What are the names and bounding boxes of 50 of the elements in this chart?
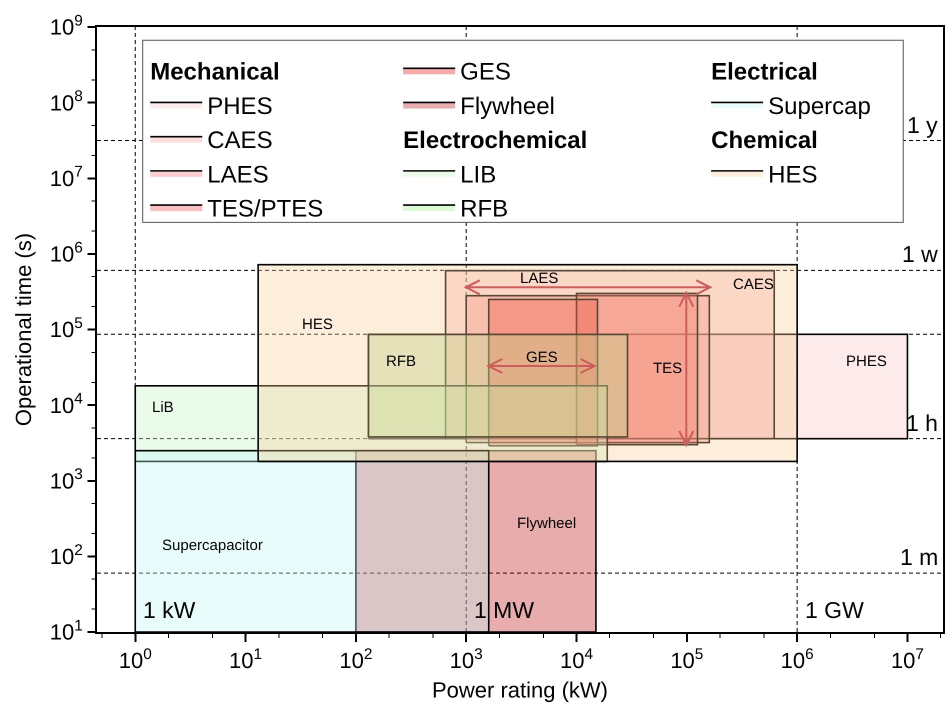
legend-label: HES [768,161,818,188]
x-tick-label: 10$^{7}$ [890,646,924,674]
legend-label: LAES [207,161,269,188]
ref-line-label: 1 h [906,410,938,436]
annotation: HES [302,316,333,333]
annotation: LiB [152,399,174,416]
ref-line-label: 1 kW [143,597,196,623]
annotation: PHES [846,353,887,370]
annotation: TES [653,360,682,377]
ref-line-label: 1 GW [805,597,864,623]
x-tick-label: 10$^{4}$ [560,646,594,674]
y-tick-label: 10$^{4}$ [50,390,84,418]
y-tick-label: 10$^{1}$ [50,617,83,645]
ref-line-label: 1 y [907,112,938,138]
y-axis-title: Operational time (s) [11,232,36,426]
ref-line-label: 1 MW [474,597,534,623]
legend-label: Flywheel [460,92,555,120]
legend-label: RFB [460,195,508,222]
y-tick-label: 10$^{7}$ [50,164,83,191]
legend-label: TES/PTES [207,195,324,222]
annotation: LAES [520,270,558,287]
y-tick-label: 10$^{5}$ [50,314,83,342]
x-tick-label: 10$^{0}$ [118,646,152,674]
y-tick-label: 10$^{8}$ [50,88,83,116]
x-tick-label: 10$^{5}$ [670,646,704,674]
x-tick-label: 10$^{1}$ [229,646,262,674]
legend-label: Supercap [768,92,871,120]
x-tick-label: 10$^{2}$ [339,646,372,674]
y-tick-label: 10$^{2}$ [50,542,83,570]
annotation: Supercapacitor [162,537,263,554]
y-tick-label: 10$^{3}$ [50,466,83,494]
legend-label: GES [460,58,511,86]
y-tick-label: 10$^{6}$ [50,239,83,267]
text: Electrical [711,58,818,86]
annotation: Flywheel [517,515,576,532]
annotation: CAES [733,276,774,293]
ref-line-label: 1 m [900,544,938,570]
text: Electrochemical [403,127,588,154]
text: Chemical [711,127,818,154]
ref-line-label: 1 w [902,241,938,267]
legend-label: CAES [207,127,273,154]
x-tick-label: 10$^{6}$ [780,646,814,674]
x-axis-title: Power rating (kW) [432,678,608,703]
text: Mechanical [150,58,280,86]
x-tick-label: 10$^{3}$ [450,646,483,674]
legend-label: LIB [460,161,496,188]
annotation: GES [526,349,558,366]
y-tick-label: 10$^{9}$ [50,12,83,40]
legend-label: PHES [207,92,273,120]
annotation: RFB [386,353,416,370]
